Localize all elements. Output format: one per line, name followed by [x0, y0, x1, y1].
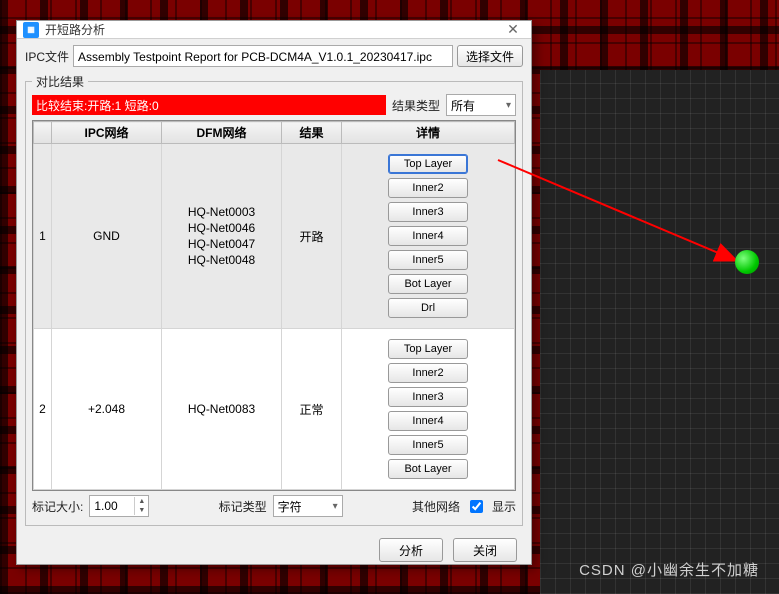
watermark: CSDN @小幽余生不加糖: [579, 559, 759, 580]
cell-res: 正常: [282, 329, 342, 490]
mark-size-input[interactable]: [90, 496, 134, 516]
show-checkbox[interactable]: [470, 500, 483, 513]
table-row[interactable]: 2+2.048HQ-Net0083正常 Top Layer Inner2 Inner3…: [34, 329, 515, 490]
ipc-label: IPC文件: [25, 48, 69, 65]
col-ipc: IPC网络: [52, 122, 162, 144]
layer-list: Top Layer Inner2 Inner3 Inner4 Inner5 Bot Lay…: [344, 148, 512, 324]
dfm-net-list: HQ-Net0003HQ-Net0046HQ-Net0047HQ-Net0048: [164, 204, 279, 268]
mark-size-spinner[interactable]: ▲▼: [89, 495, 149, 517]
result-type-label: 结果类型: [392, 97, 440, 114]
col-idx: [34, 122, 52, 144]
layer-button[interactable]: Inner4: [388, 226, 468, 246]
ipc-file-field[interactable]: Assembly Testpoint Report for PCB-DCM4A_…: [73, 45, 453, 67]
col-dfm: DFM网络: [162, 122, 282, 144]
cell-idx: 1: [34, 144, 52, 329]
layer-button[interactable]: Drl: [388, 298, 468, 318]
table-header-row: IPC网络 DFM网络 结果 详情: [34, 122, 515, 144]
footer-controls: 标记大小: ▲▼ 标记类型 字符 其他网络 显示: [32, 491, 516, 519]
spin-up-icon[interactable]: ▲: [135, 497, 148, 506]
mark-type-select[interactable]: 字符: [273, 495, 343, 517]
window-title: 开短路分析: [45, 21, 501, 38]
layer-button[interactable]: Bot Layer: [388, 274, 468, 294]
mark-size-label: 标记大小:: [32, 498, 83, 515]
mark-type-label: 标记类型: [219, 498, 267, 515]
cell-ipc: +2.048: [52, 329, 162, 490]
highlight-dot: [735, 250, 759, 274]
cell-dfm: HQ-Net0003HQ-Net0046HQ-Net0047HQ-Net0048: [162, 144, 282, 329]
results-table: IPC网络 DFM网络 结果 详情 1GNDHQ-Net0003HQ-Net00…: [32, 120, 516, 491]
cell-res: 开路: [282, 144, 342, 329]
result-type-select[interactable]: 所有: [446, 94, 516, 116]
dfm-net-list: HQ-Net0083: [164, 401, 279, 417]
close-icon[interactable]: ✕: [501, 21, 525, 38]
titlebar: ▦ 开短路分析 ✕: [17, 21, 531, 39]
cell-idx: 2: [34, 329, 52, 490]
other-net-label: 其他网络: [412, 498, 460, 515]
ipc-row: IPC文件 Assembly Testpoint Report for PCB-…: [25, 45, 523, 67]
col-det: 详情: [342, 122, 515, 144]
layer-button[interactable]: Inner2: [388, 178, 468, 198]
compare-group: 对比结果 比较结束:开路:1 短路:0 结果类型 所有 IPC网络 DFM网络: [25, 73, 523, 526]
choose-file-button[interactable]: 选择文件: [457, 45, 523, 67]
cell-det: Top Layer Inner2 Inner3 Inner4 Inner5 Bot Lay…: [342, 144, 515, 329]
table-row[interactable]: 1GNDHQ-Net0003HQ-Net0046HQ-Net0047HQ-Net…: [34, 144, 515, 329]
layer-button[interactable]: Inner5: [388, 435, 468, 455]
layer-button[interactable]: Inner3: [388, 202, 468, 222]
summary-banner: 比较结束:开路:1 短路:0: [32, 95, 386, 115]
layer-button[interactable]: Top Layer: [388, 154, 468, 174]
app-icon: ▦: [23, 22, 39, 38]
layer-button[interactable]: Inner5: [388, 250, 468, 270]
layer-button[interactable]: Inner3: [388, 387, 468, 407]
cell-ipc: GND: [52, 144, 162, 329]
cell-det: Top Layer Inner2 Inner3 Inner4 Inner5 Bot Lay…: [342, 329, 515, 490]
spin-down-icon[interactable]: ▼: [135, 506, 148, 515]
layer-list: Top Layer Inner2 Inner3 Inner4 Inner5 Bot Lay…: [344, 333, 512, 485]
analyze-button[interactable]: 分析: [379, 538, 443, 562]
layer-button[interactable]: Inner2: [388, 363, 468, 383]
show-label: 显示: [492, 498, 516, 515]
summary-row: 比较结束:开路:1 短路:0 结果类型 所有: [32, 94, 516, 116]
layer-button[interactable]: Bot Layer: [388, 459, 468, 479]
dialog-window: ▦ 开短路分析 ✕ IPC文件 Assembly Testpoint Repor…: [16, 20, 532, 565]
layer-button[interactable]: Inner4: [388, 411, 468, 431]
group-legend: 对比结果: [32, 73, 88, 90]
dialog-body: IPC文件 Assembly Testpoint Report for PCB-…: [17, 39, 531, 574]
pcb-dark-region: [540, 70, 779, 594]
cell-dfm: HQ-Net0083: [162, 329, 282, 490]
close-button[interactable]: 关闭: [453, 538, 517, 562]
layer-button[interactable]: Top Layer: [388, 339, 468, 359]
col-res: 结果: [282, 122, 342, 144]
action-buttons: 分析 关闭: [25, 530, 523, 566]
